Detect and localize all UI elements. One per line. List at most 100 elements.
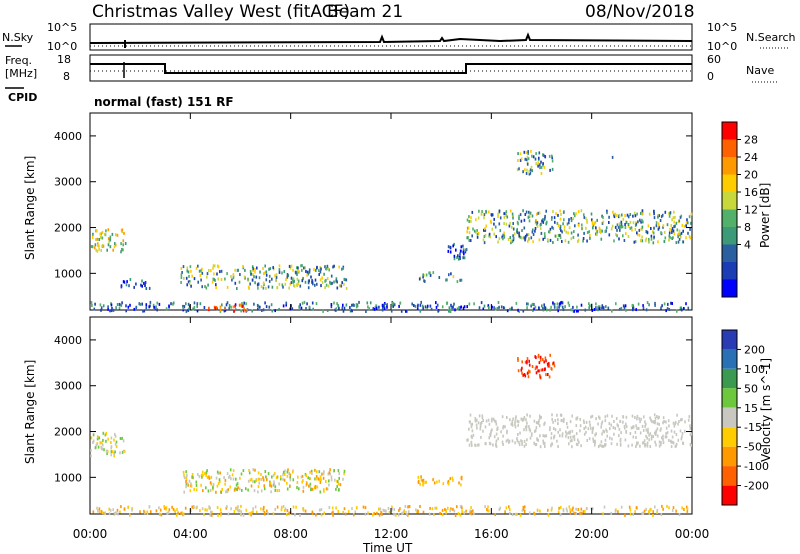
data-cell [673, 424, 676, 428]
data-cell [478, 209, 480, 213]
data-cell [522, 507, 525, 511]
data-cell [595, 232, 597, 236]
data-cell [512, 417, 514, 421]
data-cell [201, 271, 204, 275]
data-cell [95, 248, 97, 252]
data-cell [356, 304, 359, 308]
data-cell [215, 306, 218, 310]
data-cell [645, 230, 648, 234]
data-cell [590, 212, 593, 216]
data-cell [470, 441, 473, 445]
data-cell [625, 220, 628, 224]
data-cell [406, 512, 408, 516]
data-cell [624, 513, 626, 517]
data-cell [453, 257, 456, 261]
data-cell [382, 508, 385, 512]
data-cell [654, 505, 656, 509]
data-cell [453, 509, 456, 513]
data-cell [393, 512, 395, 516]
data-cell [662, 416, 665, 420]
data-cell [297, 282, 300, 286]
data-cell [668, 214, 671, 218]
data-cell [569, 439, 572, 443]
data-cell [145, 303, 148, 307]
data-cell [521, 236, 523, 240]
data-cell [521, 440, 523, 444]
data-cell [675, 509, 677, 513]
data-cell [266, 478, 268, 482]
data-cell [212, 264, 215, 268]
data-cell [622, 415, 624, 419]
data-cell [641, 212, 643, 216]
data-cell [537, 369, 539, 373]
data-cell [619, 224, 621, 228]
data-cell [193, 301, 196, 305]
data-cell [587, 427, 590, 431]
data-cell [598, 305, 601, 309]
data-cell [609, 427, 611, 431]
data-cell [543, 441, 546, 445]
data-cell [537, 164, 539, 168]
data-cell [100, 249, 102, 252]
data-cell [201, 267, 203, 271]
data-cell [665, 426, 668, 430]
data-cell [110, 450, 113, 454]
data-cell [121, 436, 123, 440]
data-cell [493, 419, 496, 423]
data-cell [292, 478, 295, 482]
data-cell [558, 305, 560, 309]
data-cell [341, 281, 343, 285]
data-cell [624, 226, 627, 229]
data-cell [635, 424, 637, 428]
data-cell [572, 305, 574, 309]
data-cell [93, 246, 96, 250]
data-cell [496, 307, 499, 310]
data-cell [570, 217, 572, 220]
data-cell [460, 245, 463, 249]
data-cell [143, 309, 146, 313]
data-cell [197, 264, 199, 268]
data-cell [658, 444, 661, 448]
data-cell [448, 309, 450, 313]
data-cell [641, 512, 643, 516]
data-cell [616, 223, 619, 227]
data-cell [329, 281, 332, 285]
data-cell [485, 419, 488, 423]
data-cell [115, 440, 118, 444]
data-cell [224, 478, 227, 482]
data-cell [144, 283, 146, 287]
data-cell [460, 249, 462, 253]
data-cell [232, 305, 235, 309]
data-cell [189, 265, 192, 269]
data-cell [470, 219, 472, 223]
data-cell [201, 470, 204, 474]
data-cell [471, 234, 473, 238]
data-cell [514, 441, 516, 445]
data-cell [550, 432, 553, 436]
data-cell [542, 220, 545, 224]
data-cell [399, 507, 401, 511]
data-cell [666, 307, 669, 311]
data-cell [258, 276, 261, 280]
data-cell [295, 505, 297, 509]
data-cell [564, 305, 566, 309]
data-cell [290, 264, 293, 268]
data-cell [512, 216, 514, 220]
data-cell [284, 472, 286, 476]
data-cell [502, 306, 505, 310]
data-cell [414, 304, 417, 308]
data-cell [333, 469, 335, 472]
data-cell [106, 449, 109, 453]
data-cell [591, 507, 594, 511]
data-cell [682, 229, 684, 233]
data-cell [185, 485, 187, 489]
data-cell [98, 244, 100, 248]
data-cell [616, 228, 618, 232]
data-cell [451, 476, 454, 480]
data-cell [639, 431, 642, 435]
data-cell [459, 278, 461, 282]
data-cell [257, 477, 260, 481]
data-cell [675, 221, 678, 225]
data-cell [183, 473, 185, 477]
